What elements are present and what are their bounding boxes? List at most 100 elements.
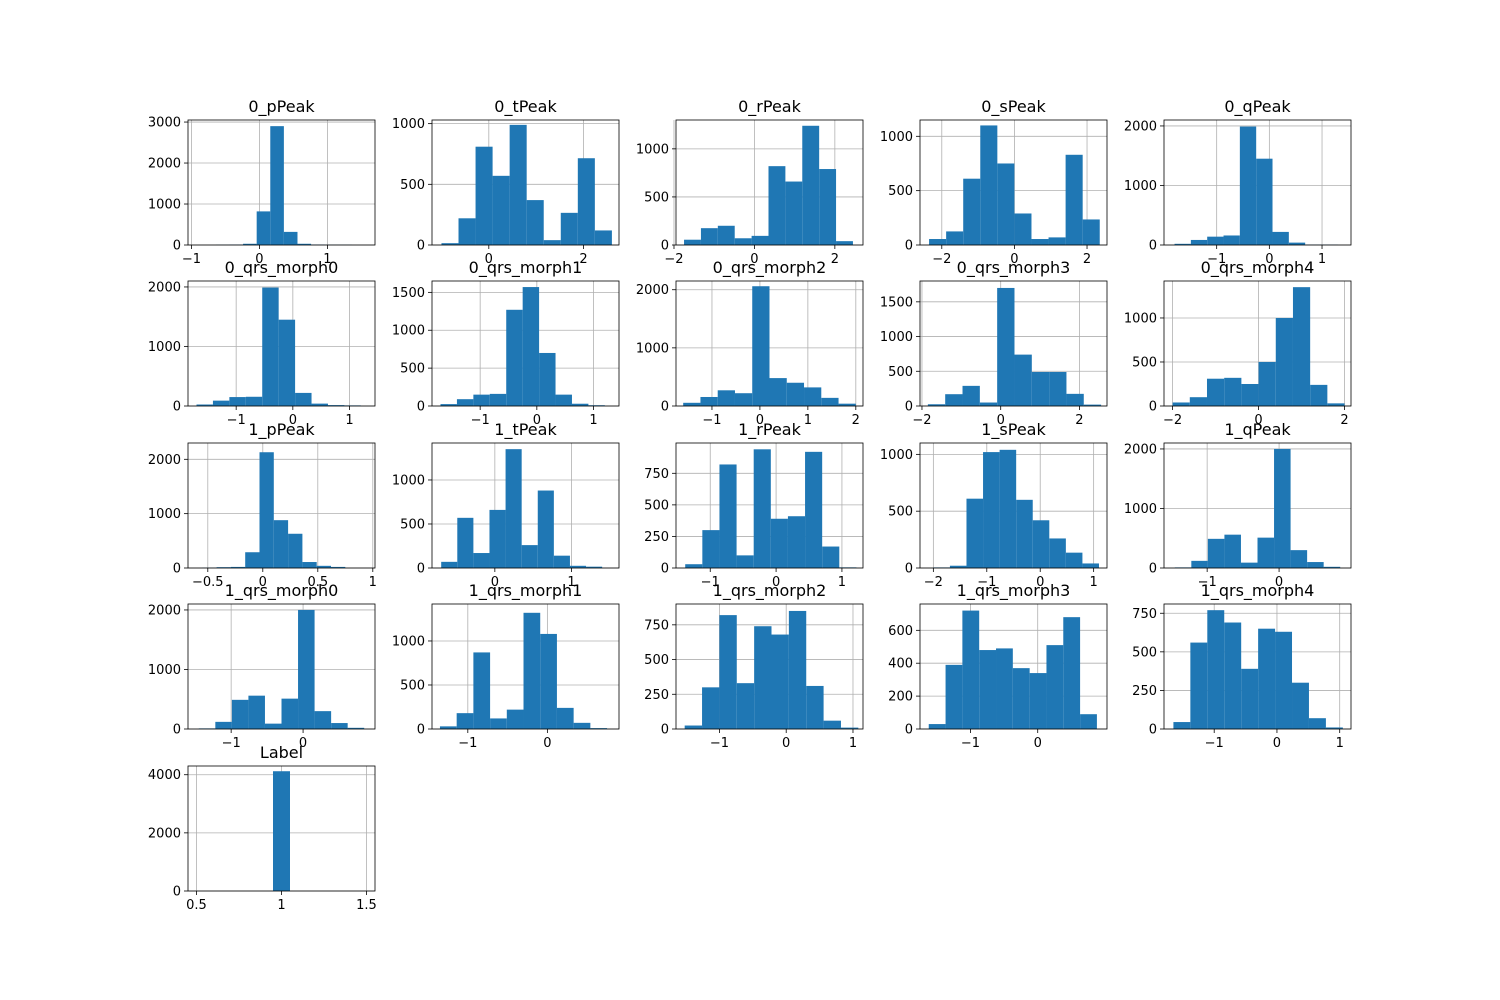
histogram-bar: [586, 566, 603, 568]
histogram-bar: [979, 650, 997, 729]
histogram-panel: −1 0 0 200 400 600 1_qrs_morph3: [888, 581, 1108, 751]
histogram-bar: [734, 393, 753, 406]
panel-title: 1_tPeak: [494, 420, 557, 440]
histogram-bar: [302, 562, 317, 568]
x-tick-label: 1: [1336, 736, 1344, 751]
x-tick-label: 2: [1083, 252, 1091, 267]
y-tick-label: 0: [1149, 239, 1157, 254]
y-tick-label: 0: [905, 562, 913, 577]
histogram-bar: [288, 533, 303, 568]
histogram-bar: [1290, 550, 1308, 568]
y-tick-label: 500: [400, 678, 425, 693]
x-tick-label: 1: [849, 736, 857, 751]
panel-title: 0_rPeak: [738, 97, 801, 117]
histogram-bar: [1292, 682, 1309, 729]
histogram-bar: [1014, 354, 1032, 406]
y-tick-label: 1000: [148, 507, 181, 522]
histogram-bar: [573, 722, 591, 729]
histogram-bar: [1241, 383, 1259, 406]
histogram-bar: [505, 449, 522, 568]
x-tick-label: 1: [567, 575, 575, 590]
histogram-bar: [1241, 668, 1259, 729]
y-tick-label: 2000: [148, 603, 181, 618]
histogram-bar: [1207, 610, 1225, 729]
y-tick-label: 0: [905, 723, 913, 738]
histogram-bar: [805, 451, 823, 568]
y-tick-label: 1000: [1124, 502, 1157, 517]
histogram-bar: [717, 390, 735, 406]
histogram-bar: [1082, 219, 1100, 245]
y-tick-label: 1000: [1124, 179, 1157, 194]
y-tick-label: 1000: [392, 117, 425, 132]
histogram-bar: [295, 392, 312, 406]
x-tick-label: −2: [932, 252, 951, 267]
histogram-bar: [684, 725, 703, 729]
histogram-bar: [262, 287, 279, 406]
x-tick-label: 1: [804, 413, 812, 428]
y-tick-label: 1000: [392, 324, 425, 339]
histogram-bar: [1014, 213, 1032, 245]
y-tick-label: 0: [905, 239, 913, 254]
y-tick-label: 2000: [1124, 442, 1157, 457]
axes-frame: [187, 442, 376, 569]
y-tick-label: 500: [644, 653, 669, 668]
x-tick-label: −1: [182, 252, 201, 267]
y-tick-label: 0: [661, 562, 669, 577]
histogram-bar: [473, 553, 490, 568]
histogram-bar: [980, 125, 998, 245]
x-tick-label: 0: [491, 575, 499, 590]
histogram-bar: [1172, 402, 1190, 406]
histogram-bar: [928, 724, 946, 729]
histogram-bar: [248, 695, 265, 729]
y-tick-label: 1000: [1124, 311, 1157, 326]
histogram-bar: [1308, 718, 1326, 729]
histogram-bar: [216, 567, 231, 568]
histogram-bar: [230, 566, 246, 568]
histogram-panel: −0.5 0 0.5 1 0 1000 2000 1_pPeak: [148, 420, 377, 590]
histogram-bar: [489, 393, 507, 406]
histogram-bar: [753, 449, 771, 568]
x-tick-label: 1: [1090, 575, 1098, 590]
histogram-bar: [787, 516, 806, 568]
histogram-bar: [683, 402, 701, 406]
histogram-bar: [1307, 562, 1324, 568]
histogram-bar: [506, 309, 523, 406]
histogram-bar: [577, 158, 595, 245]
histogram-panel: 0 2 0 500 1000 0_tPeak: [392, 97, 620, 267]
histogram-bar: [979, 402, 998, 406]
histogram-bar: [963, 178, 981, 245]
x-tick-label: −2: [924, 575, 943, 590]
histogram-bar: [999, 449, 1017, 568]
x-tick-label: 2: [1075, 413, 1083, 428]
histogram-bar: [768, 166, 786, 245]
histogram-bar: [594, 230, 612, 245]
histogram-bar: [1016, 499, 1033, 568]
histogram-bar: [556, 707, 574, 729]
y-tick-label: 0: [417, 562, 425, 577]
y-tick-label: 0: [173, 400, 181, 415]
y-tick-label: 2000: [148, 826, 181, 841]
y-tick-label: 0: [1149, 723, 1157, 738]
histogram-bar: [685, 564, 703, 568]
x-tick-label: −1: [977, 575, 996, 590]
y-tick-label: 500: [400, 178, 425, 193]
y-tick-label: 250: [644, 688, 669, 703]
y-tick-label: 1000: [880, 448, 913, 463]
histogram-bar: [786, 382, 805, 406]
histogram-bar: [1310, 384, 1328, 406]
x-tick-label: 0: [756, 413, 764, 428]
histogram-bar: [840, 727, 859, 729]
histogram-bar: [719, 615, 737, 729]
histogram-bar: [945, 664, 963, 729]
histogram-panel: −1 0 0 1000 2000 1_qPeak: [1124, 420, 1352, 590]
histogram-bar: [1031, 239, 1049, 245]
histogram-bar: [752, 286, 770, 406]
y-tick-label: 1500: [880, 295, 913, 310]
x-tick-label: 1: [838, 575, 846, 590]
histogram-panel: −1 0 1 0 1000 2000 0_qrs_morph0: [148, 258, 376, 428]
x-tick-label: 1.5: [356, 898, 377, 913]
y-tick-label: 500: [888, 365, 913, 380]
histogram-bar: [273, 520, 289, 568]
histogram-bar: [702, 530, 720, 568]
